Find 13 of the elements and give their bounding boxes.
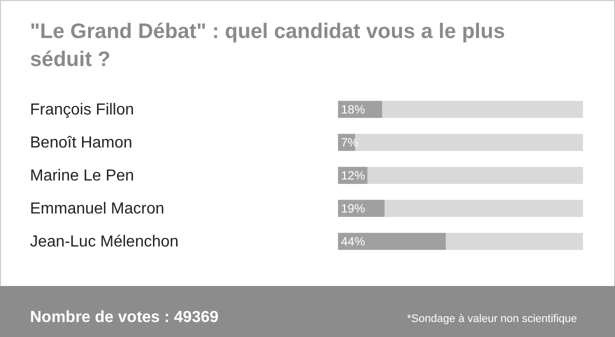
- chart-title: "Le Grand Débat" : quel candidat vous a le plus séduit ?: [30, 19, 506, 73]
- y-tick-label: Marine Le Pen: [30, 168, 134, 184]
- data-label: 19%: [341, 202, 366, 216]
- data-label: 7%: [341, 136, 359, 150]
- data-label: 44%: [341, 234, 366, 249]
- y-tick-label: Benoît Hamon: [30, 134, 132, 152]
- y-tick-label: Emmanuel Macron: [30, 200, 164, 218]
- y-tick-label: François Fillon: [30, 102, 134, 118]
- data-label: 12%: [341, 168, 366, 183]
- y-tick-label: Jean-Luc Mélenchon: [30, 234, 179, 250]
- text: Nombre de votes : 49369: [30, 309, 219, 327]
- data-label: 18%: [341, 102, 366, 117]
- text: *Sondage à valeur non scientifique: [406, 313, 577, 325]
